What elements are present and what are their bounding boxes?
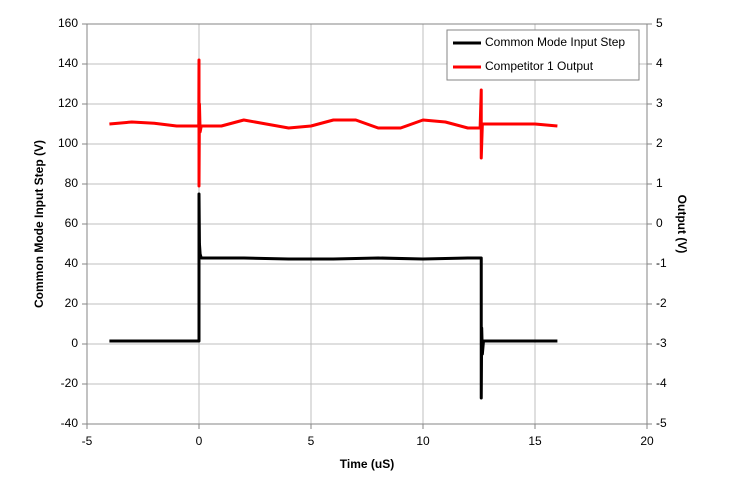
legend-box: [446, 29, 640, 81]
y2-tick-label: -1: [656, 256, 667, 270]
y-axis-title: Common Mode Input Step (V): [32, 140, 46, 308]
y2-tick-label: -3: [656, 336, 667, 350]
y2-axis-title: Output (V): [675, 195, 689, 254]
plot-border: [86, 23, 648, 425]
x-tick-label: 5: [308, 434, 315, 448]
x-axis-title: Time (uS): [340, 457, 394, 471]
y2-tick-label: -5: [656, 416, 667, 430]
y2-tick-label: 4: [656, 56, 663, 70]
x-tick-label: 20: [640, 434, 654, 448]
y2-tick-label: 2: [656, 136, 663, 150]
legend-label: Common Mode Input Step: [485, 35, 625, 49]
y2-tick-label: -2: [656, 296, 667, 310]
y-tick-label: 80: [65, 176, 79, 190]
legend-label: Competitor 1 Output: [485, 59, 594, 73]
y-tick-label: 140: [58, 56, 78, 70]
x-tick-label: 0: [196, 434, 203, 448]
series-line: [109, 58, 558, 188]
y-tick-label: 60: [65, 216, 79, 230]
y2-tick-label: -4: [656, 376, 667, 390]
y-tick-label: 120: [58, 96, 78, 110]
y-tick-label: 20: [65, 296, 79, 310]
y-tick-label: 100: [58, 136, 78, 150]
y-tick-label: 160: [58, 16, 78, 30]
y-tick-label: -20: [61, 376, 79, 390]
x-tick-label: 15: [528, 434, 542, 448]
y-tick-label: -40: [61, 416, 79, 430]
x-tick-label: 10: [416, 434, 430, 448]
y2-tick-label: 1: [656, 176, 663, 190]
series-line: [109, 192, 558, 400]
y2-tick-label: 3: [656, 96, 663, 110]
y2-tick-label: 5: [656, 16, 663, 30]
y-tick-label: 40: [65, 256, 79, 270]
x-tick-label: -5: [82, 434, 93, 448]
y-tick-label: 0: [71, 336, 78, 350]
y2-tick-label: 0: [656, 216, 663, 230]
